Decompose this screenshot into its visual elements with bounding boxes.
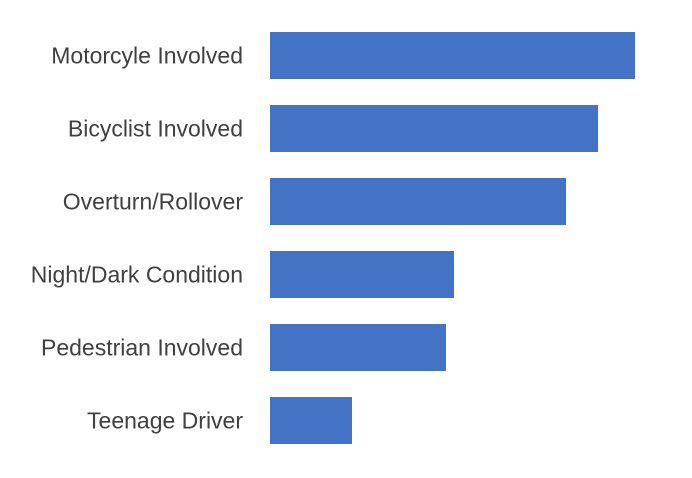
category-label-bicyclist-involved: Bicyclist Involved [68, 116, 243, 142]
category-label-overturn-rollover: Overturn/Rollover [63, 189, 244, 215]
category-label-pedestrian-involved: Pedestrian Involved [41, 335, 243, 361]
bar-night-dark-condition [270, 251, 454, 298]
bar-overturn-rollover [270, 178, 566, 225]
category-label-night-dark-condition: Night/Dark Condition [31, 262, 243, 288]
category-label-motorcyle-involved: Motorcyle Involved [51, 43, 243, 69]
bars [270, 32, 635, 444]
bar-teenage-driver [270, 397, 352, 444]
bar-motorcyle-involved [270, 32, 635, 79]
category-labels: Motorcyle Involved Bicyclist Involved Over… [31, 43, 244, 434]
bar-bicyclist-involved [270, 105, 598, 152]
category-label-teenage-driver: Teenage Driver [87, 408, 243, 434]
bar-pedestrian-involved [270, 324, 446, 371]
